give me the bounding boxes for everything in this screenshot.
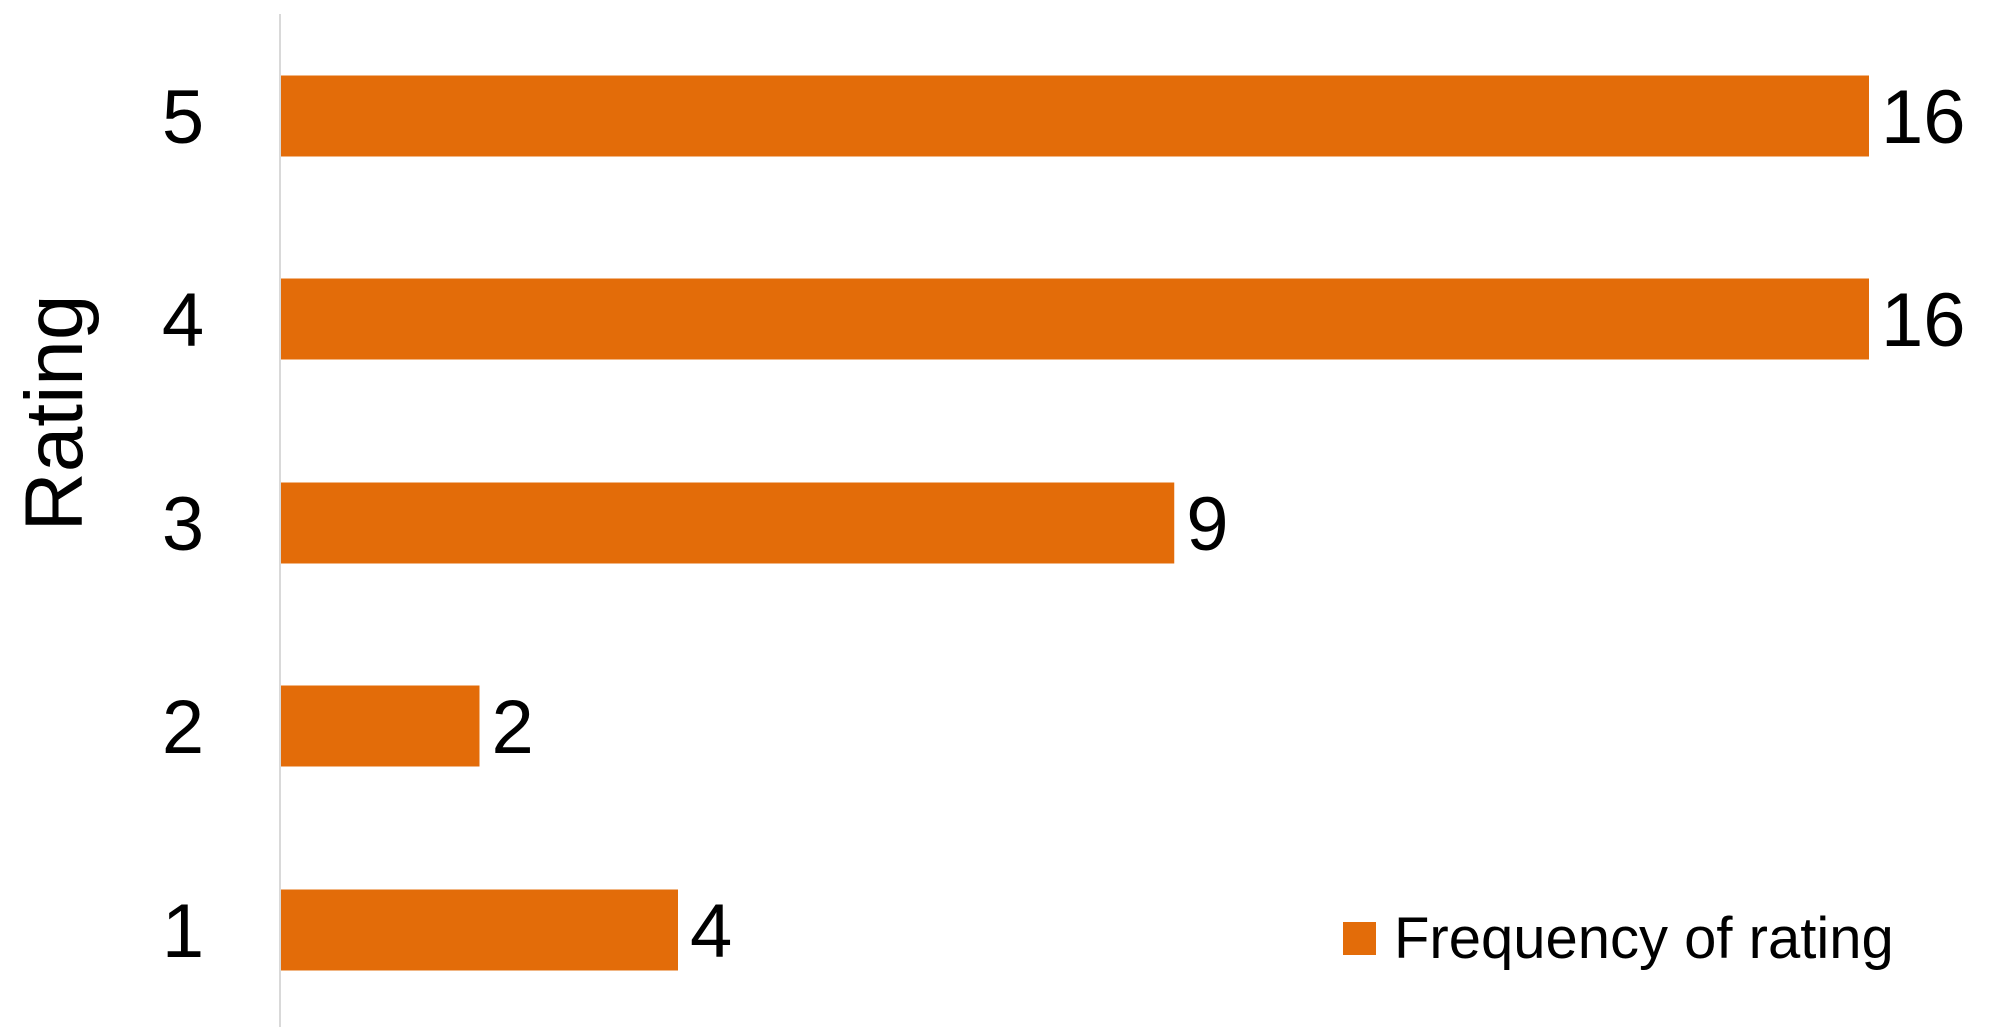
tick-label-3: 3 xyxy=(162,482,204,567)
legend: Frequency of rating xyxy=(1343,906,1894,971)
tick-label-5: 5 xyxy=(162,75,204,160)
bar-rating-2 xyxy=(281,685,480,767)
tick-label-1: 1 xyxy=(162,889,204,974)
data-label-4: 16 xyxy=(1881,278,1966,363)
data-label-5: 16 xyxy=(1881,75,1966,160)
data-label-3: 9 xyxy=(1186,482,1228,567)
bar-rating-1 xyxy=(281,889,678,971)
bar-rating-5 xyxy=(281,75,1869,157)
tick-label-2: 2 xyxy=(162,685,204,770)
y-axis-title: Rating xyxy=(9,294,100,531)
data-label-1: 4 xyxy=(690,889,732,974)
legend-label: Frequency of rating xyxy=(1394,906,1894,971)
bar-rating-4 xyxy=(281,278,1869,360)
data-label-2: 2 xyxy=(492,685,534,770)
legend-swatch xyxy=(1343,922,1376,955)
bar-rating-3 xyxy=(281,482,1175,564)
tick-label-4: 4 xyxy=(162,278,204,363)
